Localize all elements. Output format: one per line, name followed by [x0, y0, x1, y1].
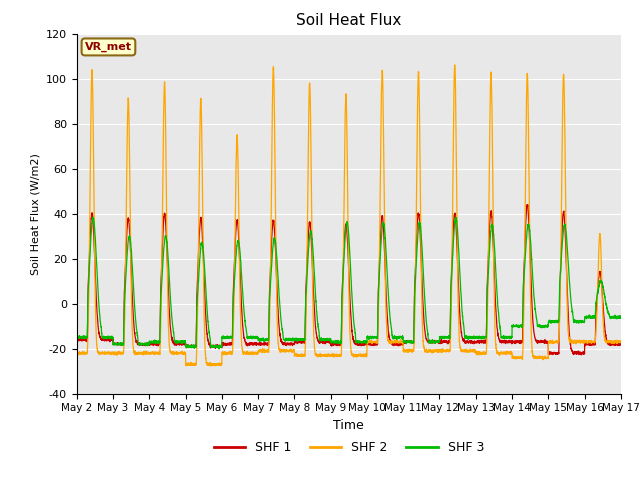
SHF 3 — [329, 338, 337, 344]
Legend: SHF 1, SHF 2, SHF 3: SHF 1, SHF 2, SHF 3 — [209, 436, 489, 459]
SHF 1 — [502, 339, 509, 345]
SHF 2 — [329, 350, 337, 356]
SHF 1 — [73, 336, 81, 342]
SHF 2 — [171, 349, 179, 355]
SHF 1 — [328, 342, 336, 348]
SHF 3 — [441, 335, 449, 340]
Line: SHF 2: SHF 2 — [77, 65, 621, 366]
Text: VR_met: VR_met — [85, 42, 132, 52]
SHF 2 — [73, 350, 81, 356]
SHF 1 — [171, 342, 179, 348]
SHF 3 — [73, 334, 81, 339]
Title: Soil Heat Flux: Soil Heat Flux — [296, 13, 401, 28]
SHF 1 — [617, 341, 625, 347]
SHF 1 — [616, 340, 624, 346]
SHF 3 — [617, 315, 625, 321]
SHF 2 — [441, 348, 449, 353]
SHF 2 — [471, 348, 479, 354]
SHF 1 — [440, 338, 448, 344]
Y-axis label: Soil Heat Flux (W/m2): Soil Heat Flux (W/m2) — [30, 153, 40, 275]
Line: SHF 1: SHF 1 — [77, 204, 621, 355]
SHF 3 — [471, 335, 479, 340]
SHF 3 — [502, 334, 509, 340]
SHF 2 — [206, 363, 214, 369]
SHF 1 — [524, 202, 531, 207]
SHF 3 — [616, 315, 624, 321]
SHF 1 — [471, 338, 479, 344]
SHF 2 — [502, 351, 509, 357]
Line: SHF 3: SHF 3 — [77, 217, 621, 349]
SHF 2 — [616, 340, 624, 346]
SHF 1 — [577, 352, 585, 358]
SHF 3 — [452, 214, 460, 220]
SHF 3 — [171, 337, 179, 343]
SHF 2 — [451, 62, 458, 68]
X-axis label: Time: Time — [333, 419, 364, 432]
SHF 2 — [617, 339, 625, 345]
SHF 3 — [215, 346, 223, 352]
